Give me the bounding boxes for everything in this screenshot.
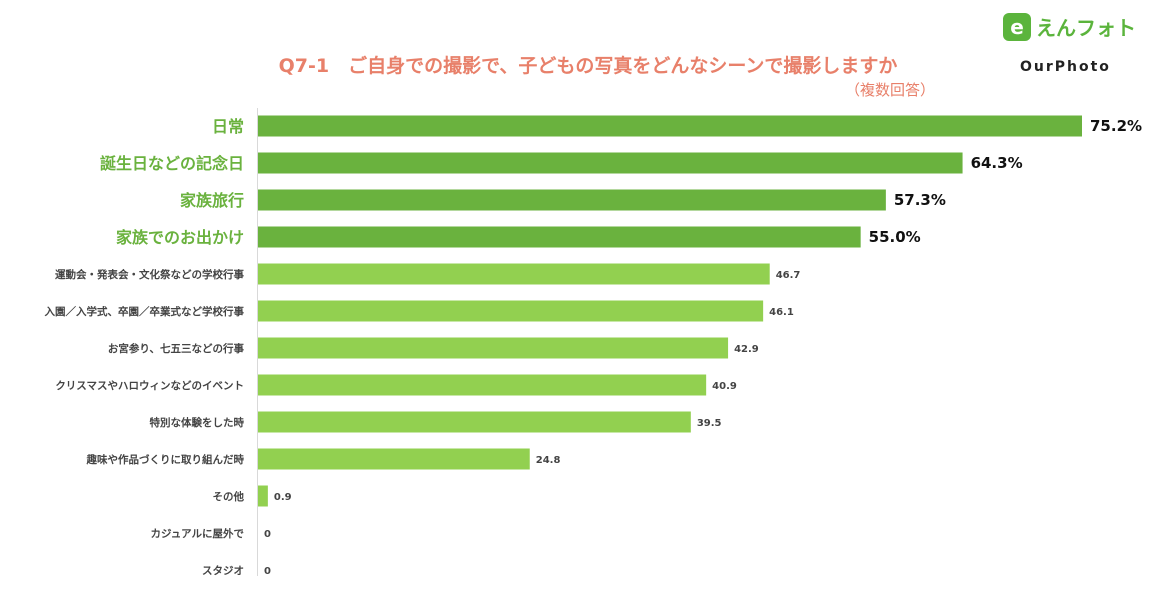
bar-1 bbox=[258, 115, 1082, 137]
brand-logo: e えんフォト OurPhoto bbox=[1003, 13, 1136, 75]
category-label-10: 趣味や作品づくりに取り組んだ時 bbox=[86, 453, 245, 466]
brand-logo-icon bbox=[1003, 13, 1031, 41]
category-labels: 日常誕生日などの記念日家族旅行家族でのお出かけ運動会・発表会・文化祭などの学校行… bbox=[45, 117, 245, 577]
value-label-2: 64.3% bbox=[971, 154, 1023, 172]
value-label-11: 0.9 bbox=[274, 492, 292, 503]
brand-logo-mark: e bbox=[1010, 15, 1024, 39]
value-label-4: 55.0% bbox=[869, 228, 921, 246]
value-label-6: 46.1 bbox=[769, 307, 794, 318]
category-label-7: お宮参り、七五三などの行事 bbox=[108, 342, 245, 355]
category-label-9: 特別な体験をした時 bbox=[150, 416, 245, 429]
category-label-13: スタジオ bbox=[202, 565, 244, 577]
value-label-12: 0 bbox=[264, 529, 271, 540]
value-label-1: 75.2% bbox=[1090, 117, 1142, 135]
value-label-5: 46.7 bbox=[776, 270, 801, 281]
bar-group bbox=[258, 115, 1082, 507]
value-label-9: 39.5 bbox=[697, 418, 722, 429]
value-labels: 75.2% 64.3% 57.3% 55.0% 46.7 46.1 42.9 40.9 39.5… bbox=[264, 117, 1142, 577]
value-label-3: 57.3% bbox=[894, 191, 946, 209]
category-label-5: 運動会・発表会・文化祭などの学校行事 bbox=[55, 268, 244, 281]
category-label-12: カジュアルに屋外で bbox=[151, 527, 245, 540]
value-label-10: 24.8 bbox=[536, 455, 561, 466]
category-label-6: 入園／入学式、卒園／卒業式など学校行事 bbox=[45, 305, 245, 318]
bar-10 bbox=[258, 448, 530, 470]
category-label-11: その他 bbox=[213, 490, 245, 503]
chart-subtitle: （複数回答） bbox=[845, 81, 935, 99]
chart-title: Q7-1 ご自身での撮影で、子どもの写真をどんなシーンで撮影しますか bbox=[279, 54, 898, 77]
bar-7 bbox=[258, 337, 729, 359]
category-label-1: 日常 bbox=[212, 117, 244, 136]
brand-logo-text: えんフォト bbox=[1036, 16, 1136, 40]
bar-4 bbox=[258, 226, 861, 248]
category-label-4: 家族でのお出かけ bbox=[116, 228, 244, 247]
bar-2 bbox=[258, 152, 963, 174]
bar-6 bbox=[258, 300, 764, 322]
value-label-13: 0 bbox=[264, 566, 271, 577]
value-label-7: 42.9 bbox=[734, 344, 759, 355]
bar-9 bbox=[258, 411, 691, 433]
bar-11 bbox=[258, 485, 268, 507]
bar-3 bbox=[258, 189, 886, 211]
bar-5 bbox=[258, 263, 770, 285]
category-label-2: 誕生日などの記念日 bbox=[100, 154, 244, 173]
bar-8 bbox=[258, 374, 707, 396]
category-label-8: クリスマスやハロウィンなどのイベント bbox=[55, 379, 244, 392]
category-label-3: 家族旅行 bbox=[180, 191, 244, 210]
value-label-8: 40.9 bbox=[712, 381, 737, 392]
brand-sub-text: OurPhoto bbox=[1020, 59, 1111, 75]
